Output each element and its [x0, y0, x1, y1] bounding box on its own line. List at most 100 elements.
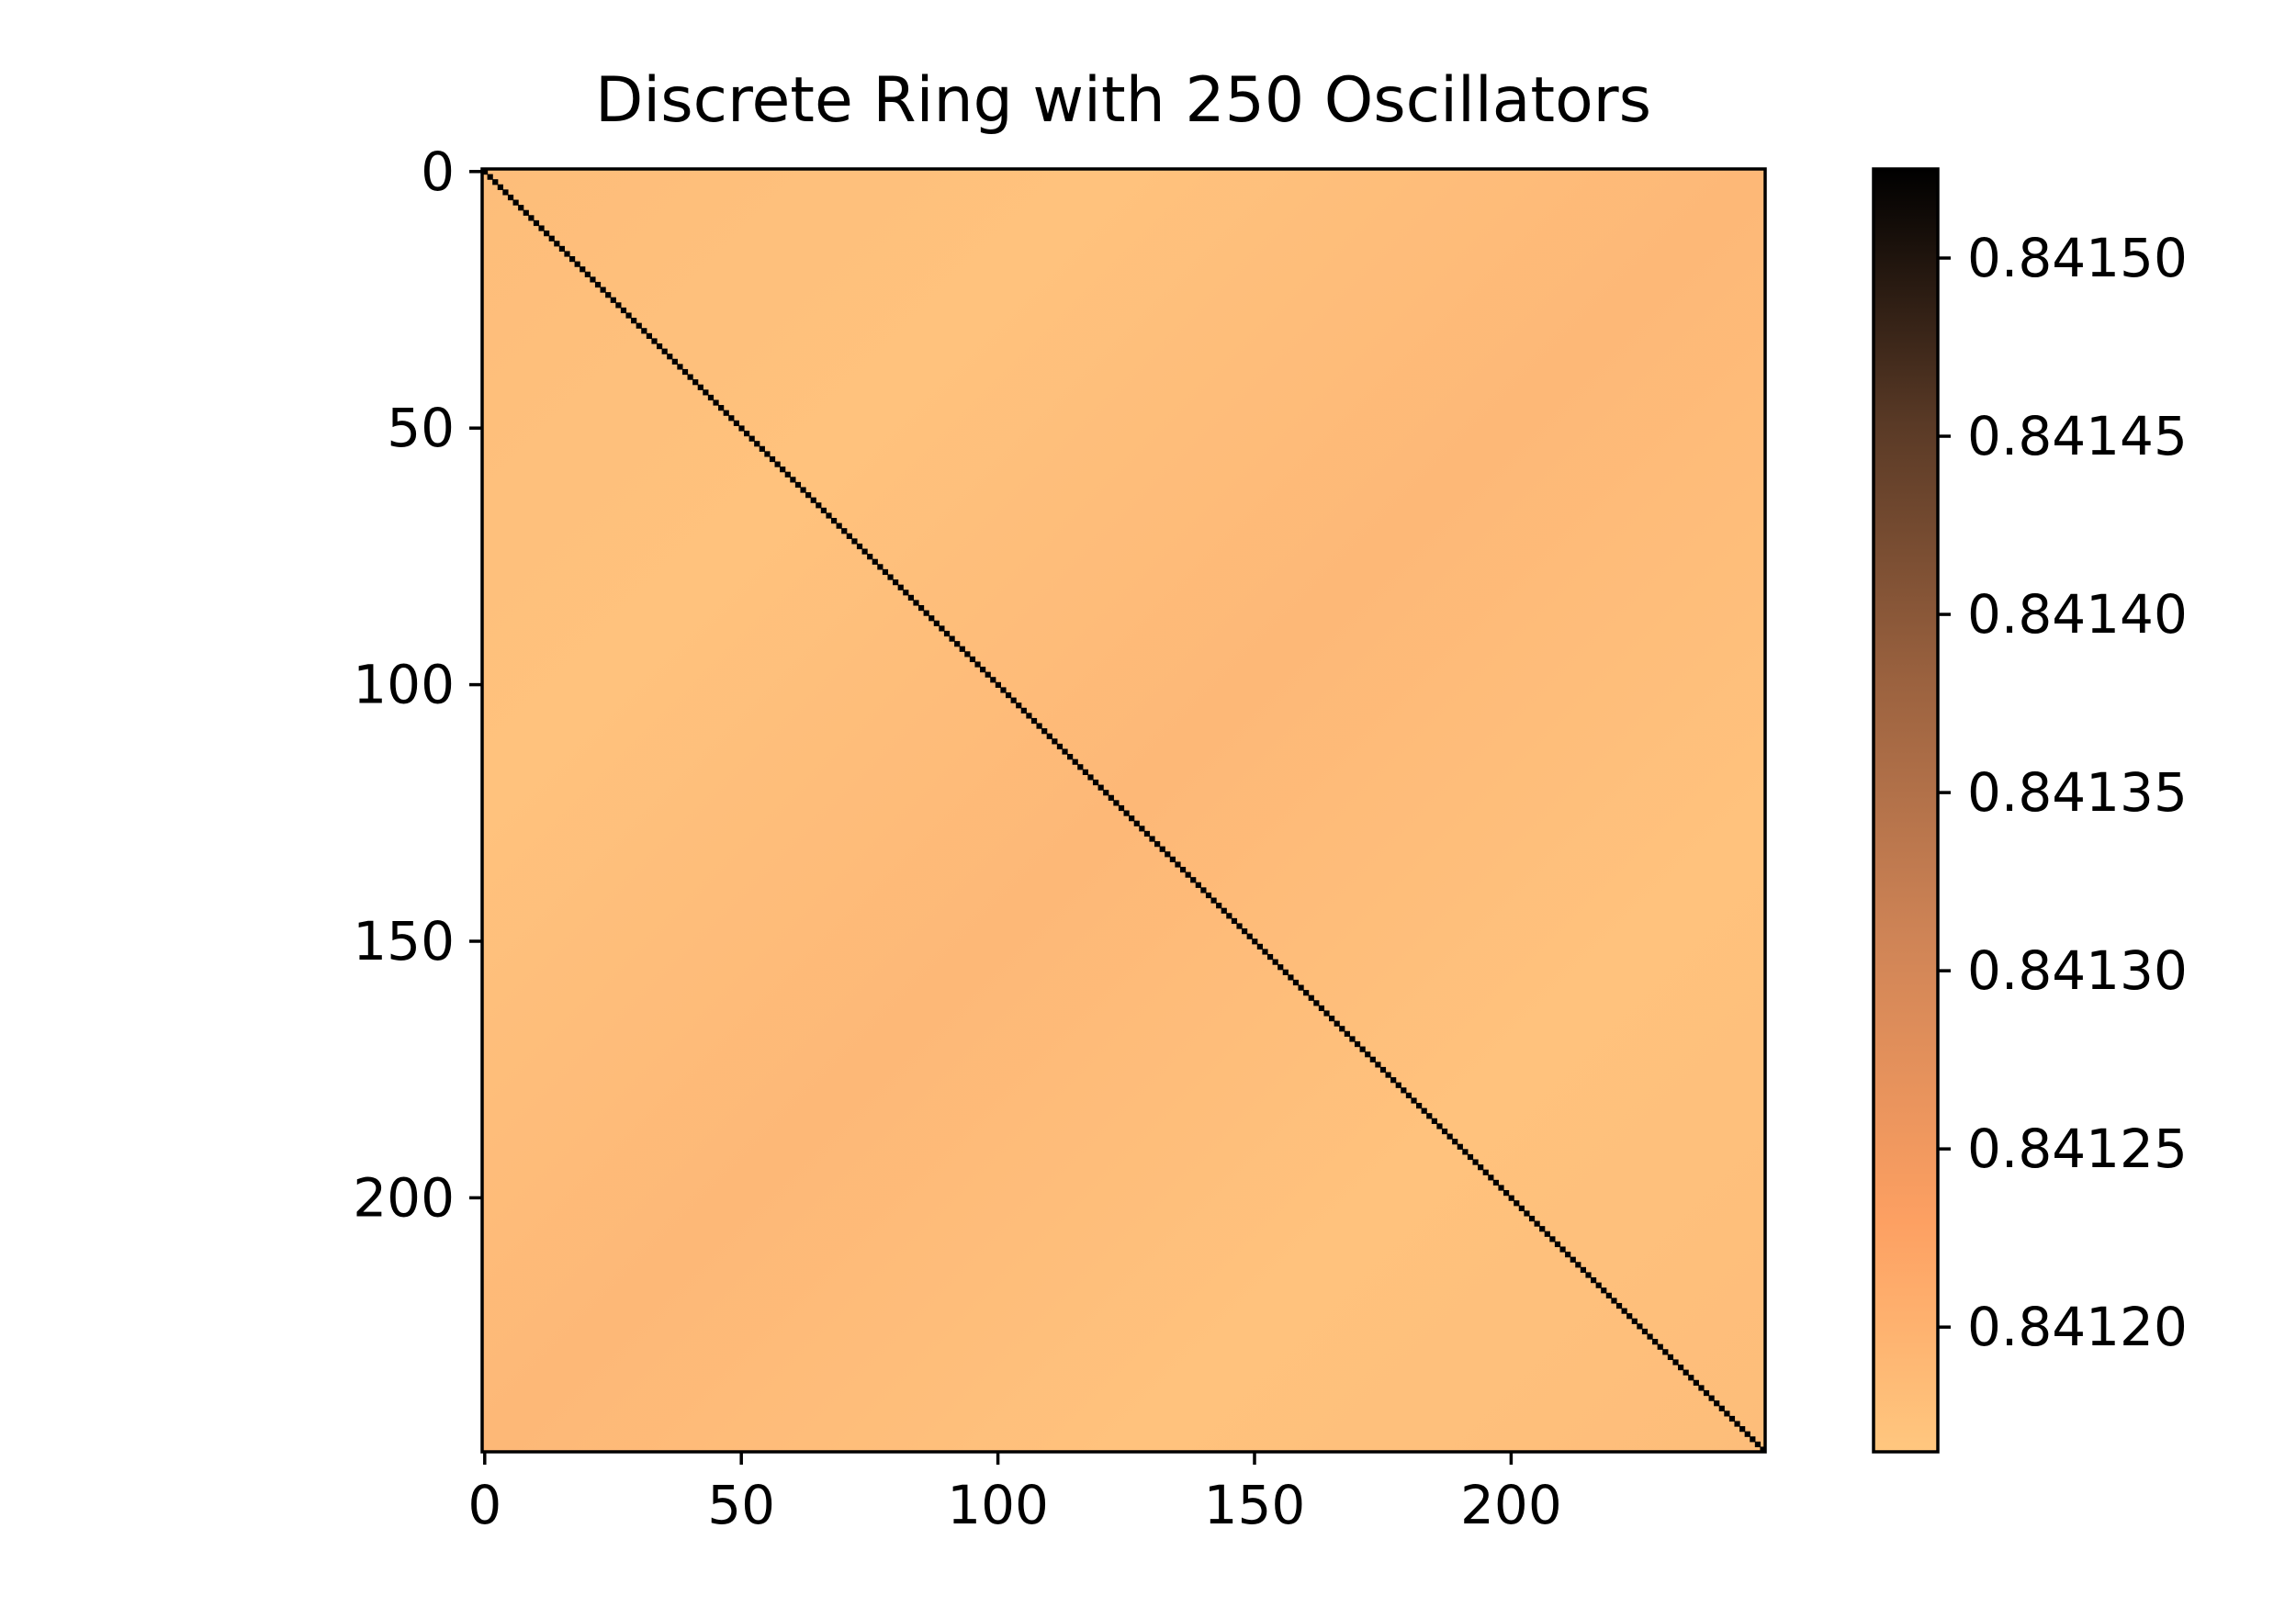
heatmap-diagonal-cell [1708, 1395, 1715, 1401]
heatmap-diagonal-cell [738, 425, 745, 432]
heatmap-diagonal-cell [651, 338, 658, 344]
heatmap-diagonal-cell [1637, 1323, 1643, 1330]
heatmap-diagonal-cell [625, 312, 632, 319]
y-tick-label: 50 [387, 397, 455, 459]
heatmap-diagonal-cell [1524, 1210, 1530, 1217]
heatmap-diagonal-cell [882, 568, 889, 576]
heatmap-diagonal-cell [1518, 1205, 1525, 1211]
heatmap-diagonal-cell [1575, 1262, 1581, 1268]
heatmap-diagonal-cell [1072, 759, 1078, 765]
heatmap-diagonal-cell [1236, 923, 1243, 929]
heatmap-diagonal-cell [1605, 1292, 1612, 1298]
heatmap-diagonal-cell [502, 189, 509, 196]
heatmap-diagonal-cell [1339, 1026, 1345, 1032]
heatmap-diagonal-cell [1272, 959, 1278, 965]
heatmap-diagonal-cell [671, 358, 678, 365]
heatmap-diagonal-cell [1390, 1077, 1397, 1084]
heatmap-diagonal-cell [995, 681, 1001, 688]
heatmap-diagonal-cell [1216, 903, 1222, 909]
heatmap-diagonal-cell [1478, 1164, 1484, 1171]
heatmap-diagonal-cell [1703, 1389, 1710, 1397]
heatmap-diagonal-cell [1570, 1256, 1576, 1263]
heatmap-diagonal-cell [872, 558, 878, 565]
heatmap-diagonal-cell [1750, 1436, 1756, 1443]
colorbar-tick-label: 0.84120 [1967, 1296, 2188, 1358]
heatmap-diagonal-cell [1488, 1174, 1494, 1181]
heatmap-diagonal-cell [1652, 1339, 1659, 1345]
heatmap-diagonal-cell [1288, 974, 1294, 981]
heatmap-diagonal-cell [1667, 1354, 1674, 1361]
heatmap-diagonal-cell [1062, 748, 1068, 755]
heatmap-diagonal-cell [1046, 733, 1052, 739]
heatmap-diagonal-cell [497, 184, 503, 190]
heatmap-diagonal-cell [867, 554, 873, 560]
heatmap-diagonal-cell [1482, 1169, 1489, 1175]
heatmap-diagonal-cell [1262, 949, 1268, 955]
heatmap-diagonal-cell [1436, 1123, 1443, 1129]
heatmap-diagonal-cell [805, 492, 812, 499]
heatmap-diagonal-cell [1139, 826, 1145, 832]
heatmap-diagonal-cell [723, 410, 729, 416]
heatmap-diagonal-cell [1359, 1046, 1366, 1052]
heatmap-diagonal-cell [1431, 1118, 1437, 1124]
heatmap-diagonal-cell [1421, 1107, 1427, 1114]
colorbar-tick-label: 0.84140 [1967, 583, 2188, 646]
heatmap-diagonal-cell [964, 651, 971, 657]
heatmap-diagonal-cell [841, 528, 848, 534]
y-tick-label: 0 [421, 140, 455, 203]
heatmap-diagonal-cell [1266, 953, 1274, 961]
heatmap-diagonal-cell [1601, 1287, 1607, 1294]
heatmap-diagonal-cell [615, 302, 622, 309]
heatmap-diagonal-cell [1108, 794, 1114, 801]
heatmap-diagonal-cell [1693, 1379, 1699, 1386]
heatmap-diagonal-cell [1000, 687, 1007, 693]
heatmap-diagonal-cell [1379, 1066, 1387, 1073]
heatmap-diagonal-cell [990, 677, 996, 683]
heatmap-diagonal-cell [1277, 964, 1284, 971]
heatmap-diagonal-cell [816, 502, 822, 509]
heatmap-diagonal-cell [1585, 1272, 1592, 1278]
heatmap-diagonal-cell [1472, 1159, 1479, 1165]
heatmap-diagonal-cell [1688, 1375, 1694, 1381]
heatmap-diagonal-cell [800, 487, 806, 493]
heatmap-diagonal-cell [1365, 1051, 1371, 1058]
heatmap-diagonal-cell [1452, 1139, 1458, 1145]
heatmap-diagonal-cell [1165, 851, 1171, 858]
x-tick-label: 100 [947, 1474, 1049, 1536]
heatmap-diagonal-cell [784, 471, 791, 478]
heatmap-diagonal-cell [1210, 897, 1217, 904]
heatmap-diagonal-cell [1175, 861, 1181, 868]
colorbar-tick-label: 0.84145 [1967, 405, 2188, 467]
heatmap-diagonal-cell [646, 332, 653, 340]
heatmap-diagonal-cell [1349, 1036, 1356, 1042]
heatmap-diagonal-cell [1554, 1241, 1561, 1248]
heatmap-diagonal-cell [954, 641, 961, 647]
y-tick-label: 100 [353, 654, 455, 716]
heatmap-diagonal-cell [790, 477, 796, 483]
heatmap-diagonal-cell [687, 374, 693, 380]
heatmap-diagonal-cell [1544, 1231, 1550, 1237]
heatmap-diagonal-cell [1754, 1441, 1761, 1448]
heatmap-diagonal-cell [1611, 1298, 1617, 1304]
heatmap-diagonal-cell [1718, 1405, 1725, 1411]
heatmap-diagonal-cell [917, 604, 925, 612]
heatmap-diagonal-cell [1580, 1266, 1587, 1274]
heatmap-diagonal-cell [836, 523, 842, 529]
heatmap-diagonal-cell [877, 564, 884, 570]
heatmap-diagonal-cell [1133, 820, 1140, 826]
heatmap-diagonal-cell [1308, 995, 1314, 1001]
x-tick-label: 50 [707, 1474, 775, 1536]
heatmap-diagonal-cell [636, 322, 642, 329]
heatmap-diagonal-cell [1595, 1282, 1602, 1288]
heatmap-diagonal-cell [1318, 1005, 1325, 1012]
heatmap-diagonal-cell [1647, 1333, 1653, 1340]
heatmap-diagonal-cell [1734, 1421, 1740, 1427]
heatmap-diagonal-cell [1411, 1097, 1417, 1104]
heatmap-diagonal-cell [641, 328, 647, 334]
heatmap-diagonal-cell [1067, 754, 1074, 760]
heatmap-diagonal-cell [1498, 1185, 1504, 1191]
heatmap-diagonal-cell [887, 574, 894, 580]
heatmap-diagonal-cell [748, 435, 755, 442]
heatmap-diagonal-cell [943, 630, 951, 637]
